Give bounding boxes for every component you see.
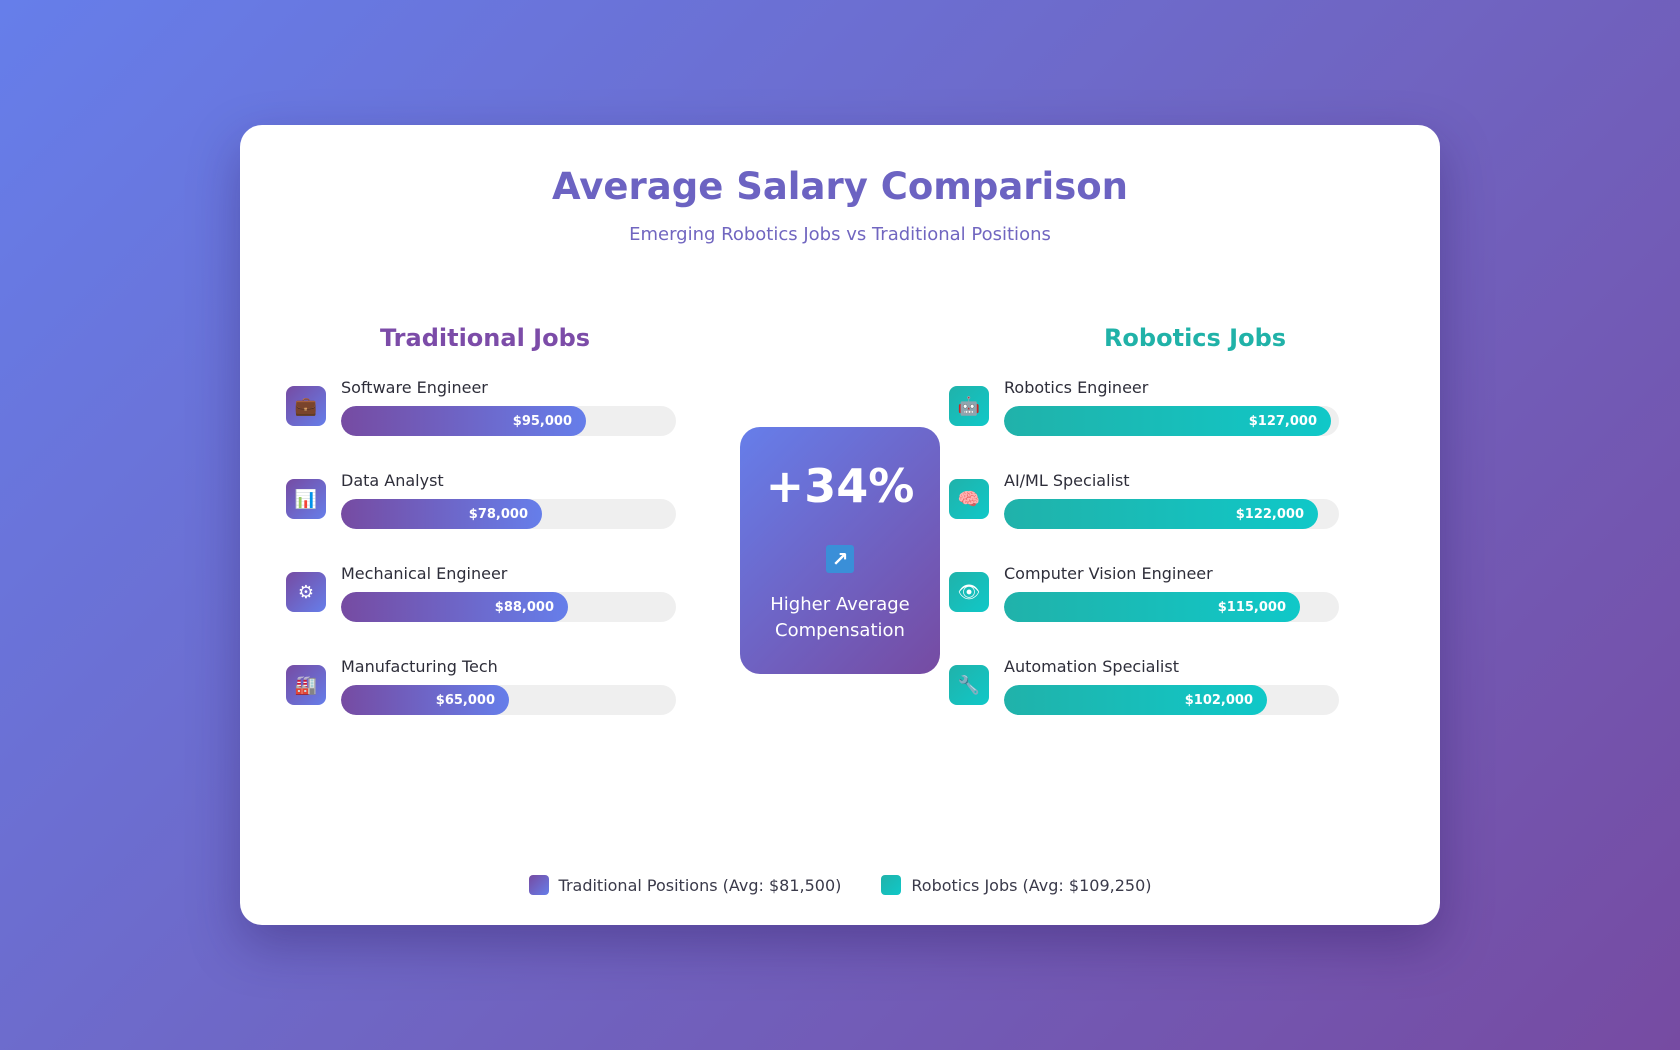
salary-bar: $115,000 [1004, 592, 1300, 622]
arrow-up-right-icon: ↗ [826, 545, 854, 573]
salary-value-label: $95,000 [512, 413, 572, 429]
job-name: Mechanical Engineer [341, 564, 508, 583]
job-name: Software Engineer [341, 378, 488, 397]
legend-item-robotics: Robotics Jobs (Avg: $109,250) [881, 875, 1151, 895]
bar-track: $102,000 [1004, 685, 1339, 715]
salary-bar: $65,000 [341, 685, 509, 715]
job-row: 💼 Software Engineer $95,000 [286, 378, 681, 438]
salary-bar: $78,000 [341, 499, 542, 529]
job-name: Computer Vision Engineer [1004, 564, 1213, 583]
eye-icon: 👁 [949, 572, 989, 612]
legend: Traditional Positions (Avg: $81,500) Rob… [240, 875, 1440, 895]
salary-value-label: $65,000 [435, 692, 495, 708]
salary-value-label: $127,000 [1248, 413, 1317, 429]
brain-icon: 🧠 [949, 479, 989, 519]
chart-title: Average Salary Comparison [551, 165, 1128, 208]
salary-bar: $102,000 [1004, 685, 1267, 715]
bar-chart-icon: 📊 [286, 479, 326, 519]
job-row: 🏭 Manufacturing Tech $65,000 [286, 657, 681, 717]
job-name: Data Analyst [341, 471, 444, 490]
wrench-icon: 🔧 [949, 665, 989, 705]
job-name: Manufacturing Tech [341, 657, 498, 676]
salary-value-label: $88,000 [494, 599, 554, 615]
salary-value-label: $102,000 [1184, 692, 1253, 708]
salary-value-label: $115,000 [1217, 599, 1286, 615]
robotics-jobs-heading: Robotics Jobs [1103, 324, 1287, 352]
job-name: Automation Specialist [1004, 657, 1179, 676]
bar-track: $65,000 [341, 685, 676, 715]
salary-card: Average Salary Comparison Emerging Robot… [240, 125, 1440, 925]
legend-swatch-robotics [881, 875, 902, 895]
salary-bar: $127,000 [1004, 406, 1331, 436]
bar-track: $127,000 [1004, 406, 1339, 436]
gear-icon: ⚙ [286, 572, 326, 612]
legend-label-traditional: Traditional Positions (Avg: $81,500) [558, 875, 842, 895]
salary-value-label: $122,000 [1235, 506, 1304, 522]
highlight-label: Higher Average Compensation [770, 594, 910, 641]
traditional-jobs-heading: Traditional Jobs [379, 324, 591, 352]
highlight-percent: +34% [765, 459, 915, 513]
briefcase-icon: 💼 [286, 386, 326, 426]
legend-item-traditional: Traditional Positions (Avg: $81,500) [528, 875, 842, 895]
job-name: AI/ML Specialist [1004, 471, 1130, 490]
highlight-box: +34% ↗ Higher Average Compensation [740, 427, 940, 674]
salary-bar: $88,000 [341, 592, 568, 622]
bar-track: $88,000 [341, 592, 676, 622]
legend-label-robotics: Robotics Jobs (Avg: $109,250) [911, 875, 1152, 895]
legend-swatch-traditional [528, 875, 549, 895]
job-name: Robotics Engineer [1004, 378, 1149, 397]
salary-bar: $95,000 [341, 406, 586, 436]
job-row: ⚙ Mechanical Engineer $88,000 [286, 564, 681, 624]
salary-value-label: $78,000 [468, 506, 528, 522]
job-row: 👁 Computer Vision Engineer $115,000 [949, 564, 1344, 624]
bar-track: $115,000 [1004, 592, 1339, 622]
bar-track: $95,000 [341, 406, 676, 436]
bar-track: $122,000 [1004, 499, 1339, 529]
job-row: 🧠 AI/ML Specialist $122,000 [949, 471, 1344, 531]
chart-subtitle: Emerging Robotics Jobs vs Traditional Po… [629, 224, 1051, 245]
robot-icon: 🤖 [949, 386, 989, 426]
job-row: 🤖 Robotics Engineer $127,000 [949, 378, 1344, 438]
factory-icon: 🏭 [286, 665, 326, 705]
job-row: 🔧 Automation Specialist $102,000 [949, 657, 1344, 717]
job-row: 📊 Data Analyst $78,000 [286, 471, 681, 531]
bar-track: $78,000 [341, 499, 676, 529]
salary-bar: $122,000 [1004, 499, 1318, 529]
